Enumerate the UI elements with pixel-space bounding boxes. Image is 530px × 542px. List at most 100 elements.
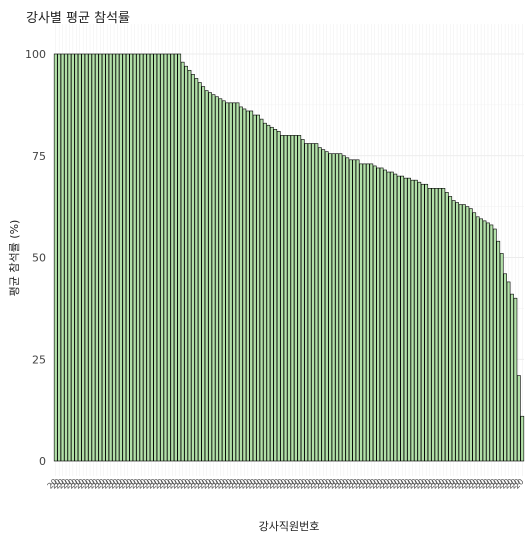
bar: [274, 129, 277, 461]
bar: [263, 123, 266, 461]
bar: [401, 176, 404, 461]
bar: [185, 66, 188, 461]
bar: [480, 219, 483, 461]
bar: [521, 416, 524, 461]
y-tick-label: 75: [32, 150, 46, 163]
bar: [188, 70, 191, 461]
bar: [267, 125, 270, 461]
bar: [342, 156, 345, 461]
bar: [133, 54, 136, 461]
bar: [377, 168, 380, 461]
bar: [462, 205, 465, 461]
bar: [380, 168, 383, 461]
bar: [397, 176, 400, 461]
chart-title: 강사별 평균 참석률: [26, 11, 130, 26]
bar: [428, 188, 431, 461]
bar: [452, 201, 455, 461]
bar: [143, 54, 146, 461]
bar: [109, 54, 112, 461]
bar: [95, 54, 98, 461]
bar: [486, 223, 489, 461]
bar: [500, 253, 503, 461]
bar: [335, 154, 338, 461]
bar: [270, 127, 273, 461]
bar: [445, 192, 448, 461]
bar: [137, 54, 140, 461]
bar: [150, 54, 153, 461]
bar: [322, 150, 325, 461]
bar: [281, 135, 284, 461]
bar: [311, 144, 314, 461]
y-tick-label: 25: [32, 353, 46, 366]
x-axis-label: 강사직원번호: [259, 520, 320, 533]
bar: [140, 54, 143, 461]
bar: [360, 164, 363, 461]
bar: [298, 135, 301, 461]
bar: [414, 180, 417, 461]
bar: [442, 188, 445, 461]
bar: [493, 229, 496, 461]
bar: [366, 164, 369, 461]
bar: [421, 184, 424, 461]
bar: [260, 119, 263, 461]
bar: [191, 74, 194, 461]
bar: [88, 54, 91, 461]
bar: [287, 135, 290, 461]
bar: [253, 115, 256, 461]
bar: [106, 54, 109, 461]
bar: [243, 109, 246, 461]
bar: [315, 144, 318, 461]
bar: [510, 294, 513, 461]
bar: [325, 152, 328, 461]
bar: [205, 91, 208, 461]
bar: [71, 54, 74, 461]
bar: [517, 376, 520, 461]
bar: [195, 78, 198, 461]
bar: [490, 225, 493, 461]
bar: [411, 180, 414, 461]
bar: [277, 131, 280, 461]
bar: [174, 54, 177, 461]
bar: [116, 54, 119, 461]
bar: [349, 160, 352, 461]
bar: [171, 54, 174, 461]
bar: [54, 54, 57, 461]
bar: [353, 160, 356, 461]
bar: [257, 115, 260, 461]
y-tick-labels: 0 25 50 75 100: [25, 48, 46, 468]
x-tick-labels: 2020202020202020202020202020202020202020…: [46, 477, 526, 491]
bar: [61, 54, 64, 461]
bar: [250, 111, 253, 461]
bar: [432, 188, 435, 461]
bar: [504, 274, 507, 461]
bar: [130, 54, 133, 461]
bar: [394, 174, 397, 461]
bar: [161, 54, 164, 461]
bar: [85, 54, 88, 461]
bar: [507, 282, 510, 461]
bar: [390, 172, 393, 461]
bar: [215, 97, 218, 461]
bar: [219, 99, 222, 461]
bar: [305, 144, 308, 461]
bar: [373, 166, 376, 461]
y-axis-label: 평균 참석률 (%): [8, 220, 21, 297]
bar: [164, 54, 167, 461]
bar: [346, 158, 349, 461]
bar: [239, 107, 242, 461]
bar: [112, 54, 115, 461]
bar: [157, 54, 160, 461]
bar: [469, 209, 472, 461]
bar: [418, 182, 421, 461]
bar: [198, 82, 201, 461]
bar: [202, 87, 205, 461]
bar: [318, 148, 321, 461]
bar: [226, 103, 229, 461]
bar: [222, 101, 225, 461]
bar: [119, 54, 122, 461]
bar: [123, 54, 126, 461]
bar: [476, 217, 479, 461]
bar: [435, 188, 438, 461]
bar: [181, 62, 184, 461]
